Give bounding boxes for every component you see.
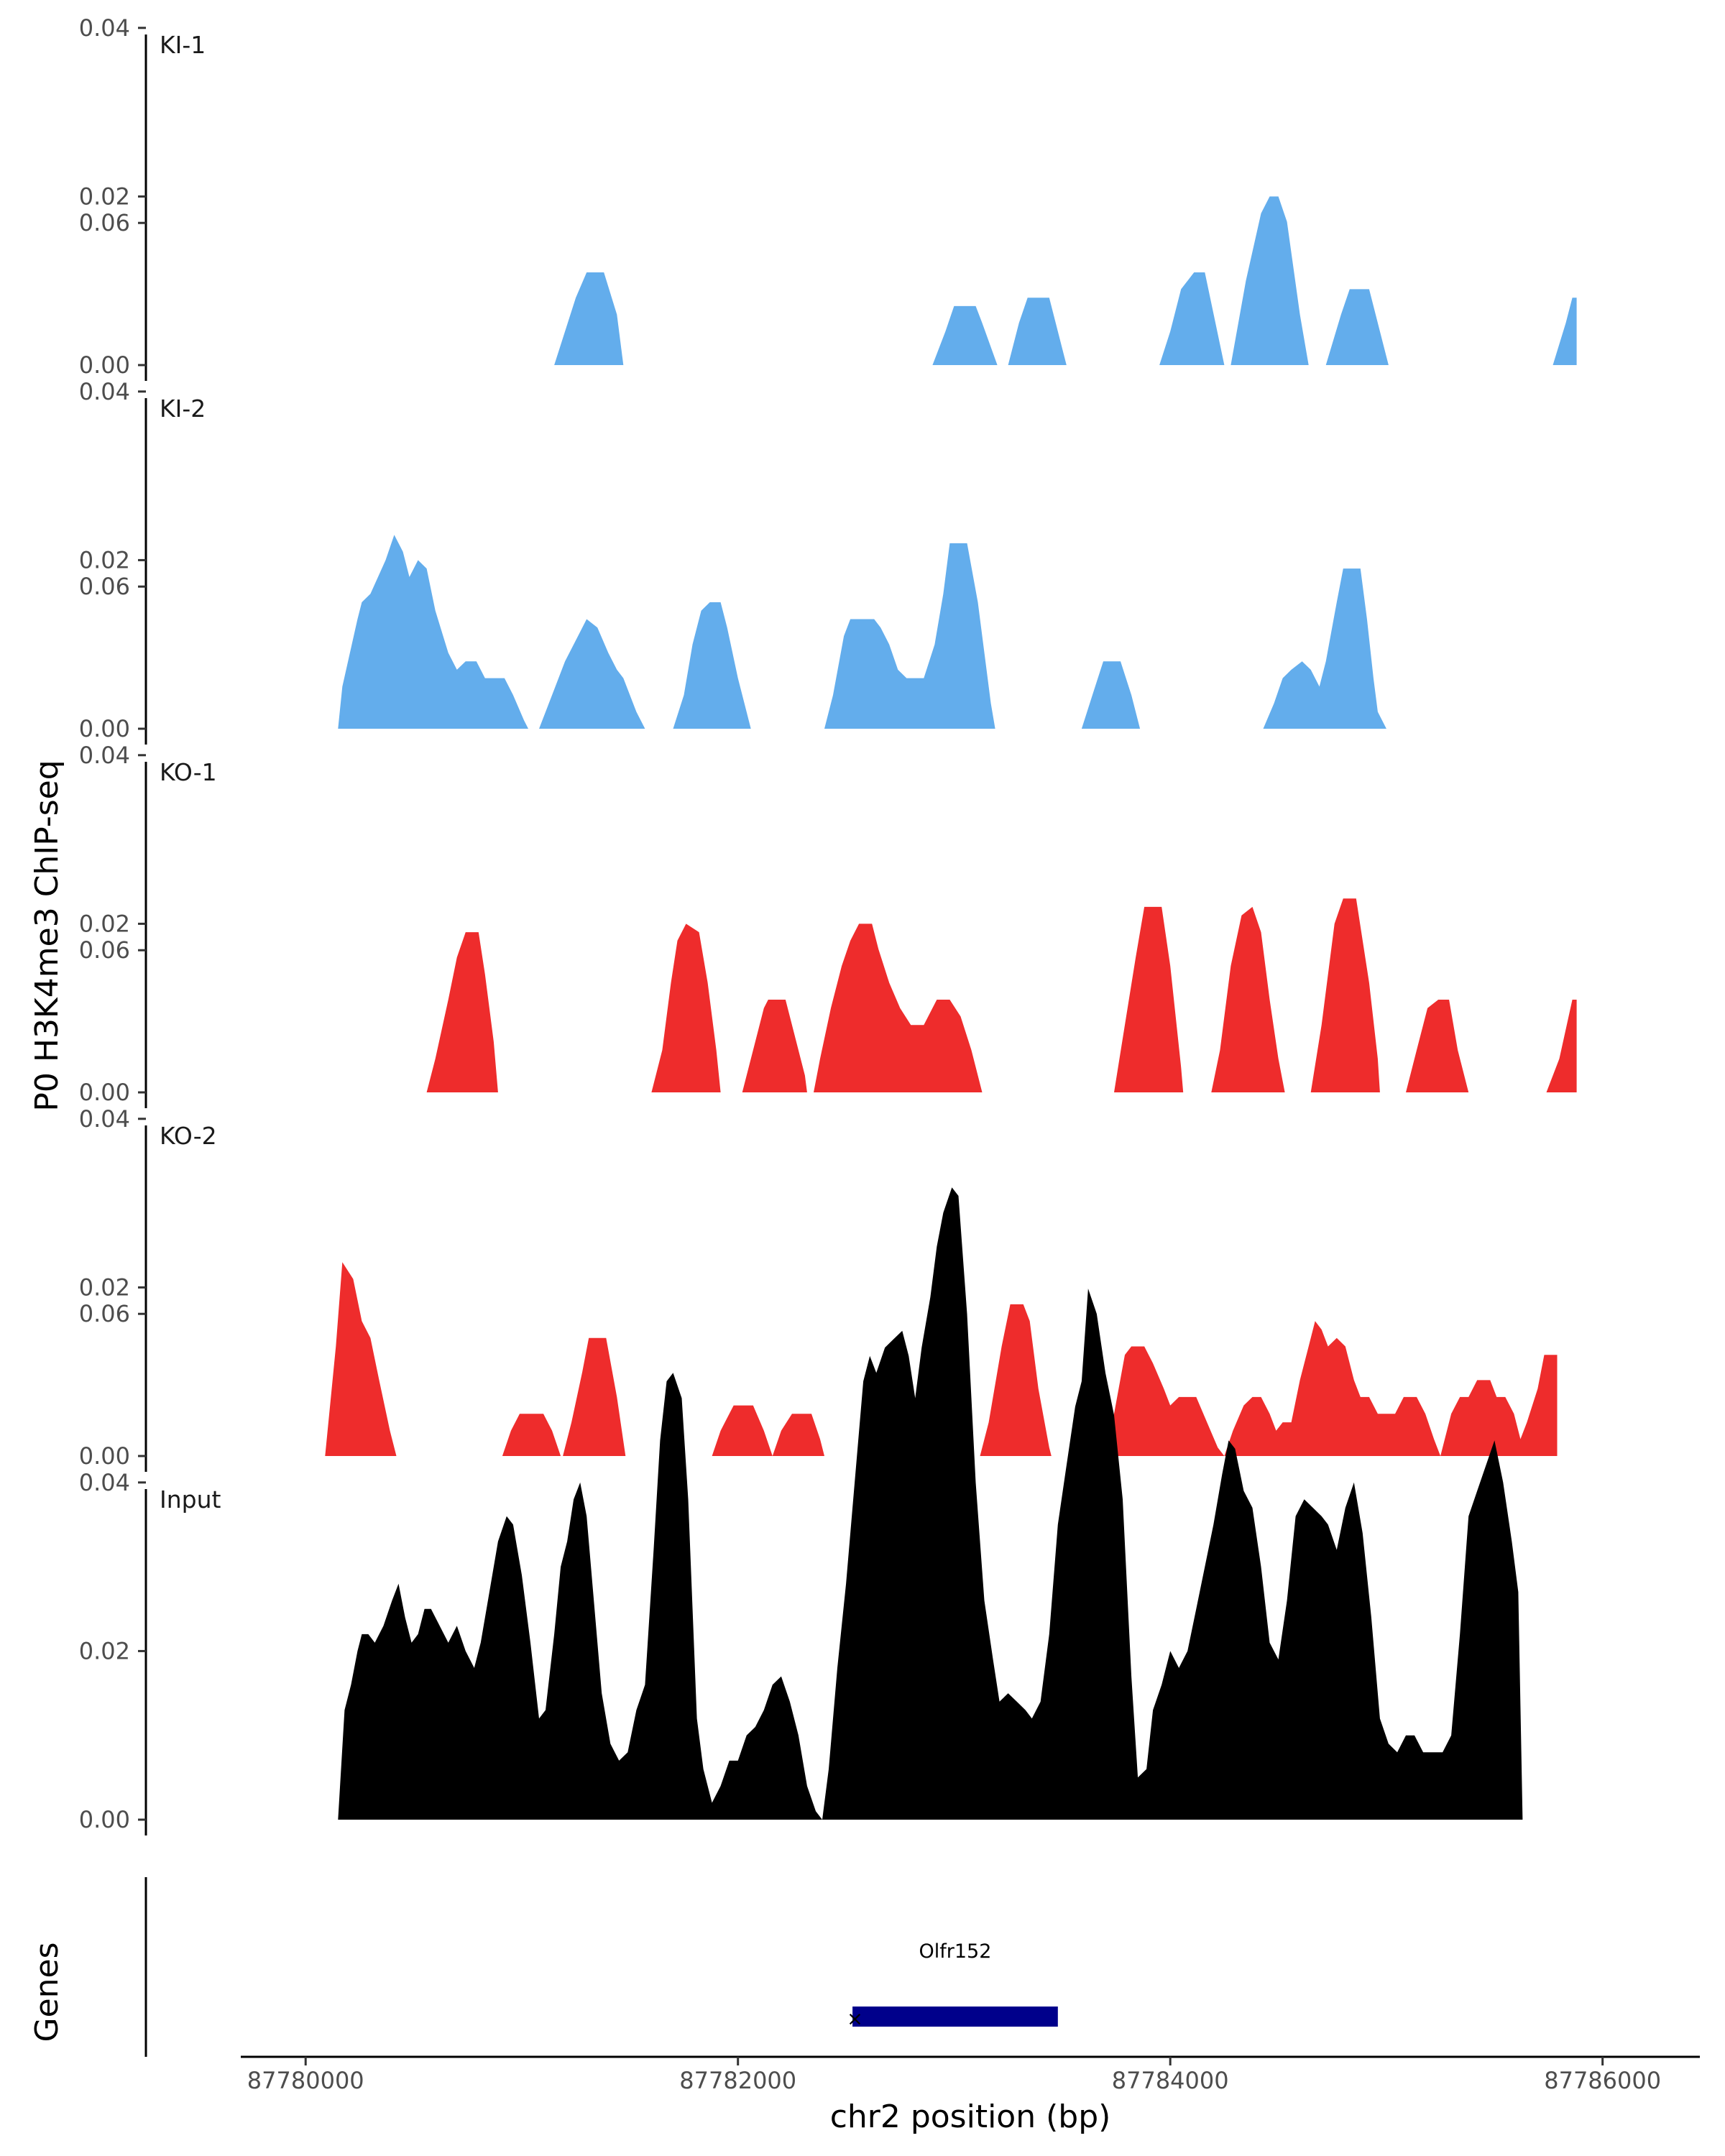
coverage-peak: [814, 923, 983, 1092]
x-tick-label: 87786000: [1544, 2067, 1661, 2094]
coverage-peak: [539, 619, 645, 729]
track-label: KI-2: [160, 395, 206, 423]
coverage-peak: [1263, 568, 1386, 729]
y-tick-label: 0.02: [79, 1637, 130, 1664]
coverage-peak: [1230, 196, 1309, 365]
y-tick-label: 0.02: [79, 1273, 130, 1301]
y-tick-label: 0.04: [79, 14, 130, 42]
track-label: KI-1: [160, 31, 206, 59]
x-tick-label: 87780000: [247, 2067, 364, 2094]
y-tick-label: 0.04: [79, 1469, 130, 1496]
y-tick-label: 0.06: [79, 936, 130, 964]
track-label: Input: [160, 1485, 221, 1514]
y-tick-label: 0.00: [79, 1806, 130, 1833]
y-tick-label: 0.06: [79, 1300, 130, 1327]
coverage-peak: [712, 1405, 824, 1456]
coverage-peak: [502, 1414, 561, 1456]
coverage-peak: [1211, 906, 1285, 1092]
x-tick-label: 87784000: [1112, 2067, 1229, 2094]
coverage-peak: [338, 535, 528, 729]
track-label: KO-1: [160, 758, 217, 786]
track-ki-1: 0.00 0.02 0.04 0.06 KI-1: [79, 14, 1577, 381]
track-label: KO-2: [160, 1122, 217, 1150]
coverage-peak: [554, 272, 624, 365]
track-ki-2: 0.00 0.02 0.04 0.06 KI-2: [79, 209, 1386, 745]
y-tick-label: 0.04: [79, 1105, 130, 1133]
y-tick-label: 0.00: [79, 1079, 130, 1106]
coverage-peak: [1310, 898, 1380, 1092]
coverage-peak: [1552, 298, 1577, 365]
coverage-peak: [742, 1000, 807, 1092]
coverage-peak: [325, 1262, 397, 1456]
y-tick-label: 0.02: [79, 910, 130, 937]
x-axis: 87780000 87782000 87784000 87786000: [241, 2055, 1700, 2094]
genes-panel: × Olfr152: [144, 1877, 1058, 2057]
y-axis-title: P0 H3K4me3 ChIP-seq: [29, 760, 65, 1111]
x-axis-title: chr2 position (bp): [830, 2099, 1111, 2135]
x-tick-label: 87782000: [679, 2067, 796, 2094]
y-tick-label: 0.02: [79, 183, 130, 210]
gene-strand-mark: ×: [847, 2008, 863, 2030]
coverage-peak: [1325, 289, 1389, 365]
coverage-peak: [1406, 1000, 1469, 1092]
coverage-peak: [824, 543, 995, 729]
coverage-peak: [673, 602, 751, 729]
coverage-peak: [980, 1304, 1052, 1456]
track-ko-1: 0.00 0.02 0.04 0.06 KO-1: [79, 573, 1577, 1108]
gene-body: [852, 2007, 1058, 2027]
genes-axis-title: Genes: [29, 1942, 65, 2042]
y-tick-label: 0.04: [79, 378, 130, 405]
gene-label: Olfr152: [919, 1940, 991, 1963]
coverage-peak: [932, 305, 998, 365]
coverage-peak: [1008, 298, 1067, 365]
coverage-peak: [563, 1337, 626, 1456]
y-tick-label: 0.00: [79, 1442, 130, 1470]
coverage-peak: [822, 1187, 1523, 1820]
y-tick-label: 0.06: [79, 209, 130, 236]
y-tick-label: 0.06: [79, 573, 130, 600]
y-tick-label: 0.02: [79, 546, 130, 573]
coverage-peak: [1546, 1000, 1577, 1092]
y-tick-label: 0.00: [79, 715, 130, 742]
coverage-peak: [338, 1373, 822, 1820]
track-input: 0.00 0.02 0.04 0.06 Input: [79, 1187, 1523, 1835]
coverage-peak: [1105, 1321, 1558, 1456]
coverage-peak: [1159, 272, 1225, 365]
coverage-peak: [651, 923, 721, 1092]
y-tick-label: 0.04: [79, 742, 130, 769]
coverage-peak: [1114, 906, 1184, 1092]
y-tick-label: 0.00: [79, 351, 130, 379]
coverage-peak: [426, 932, 498, 1092]
tracks-layer: 0.00 0.02 0.04 0.06 KI-1 0.00 0.02 0.04 0.06 KI-2…: [79, 14, 1577, 1835]
coverage-peak: [1081, 661, 1141, 729]
